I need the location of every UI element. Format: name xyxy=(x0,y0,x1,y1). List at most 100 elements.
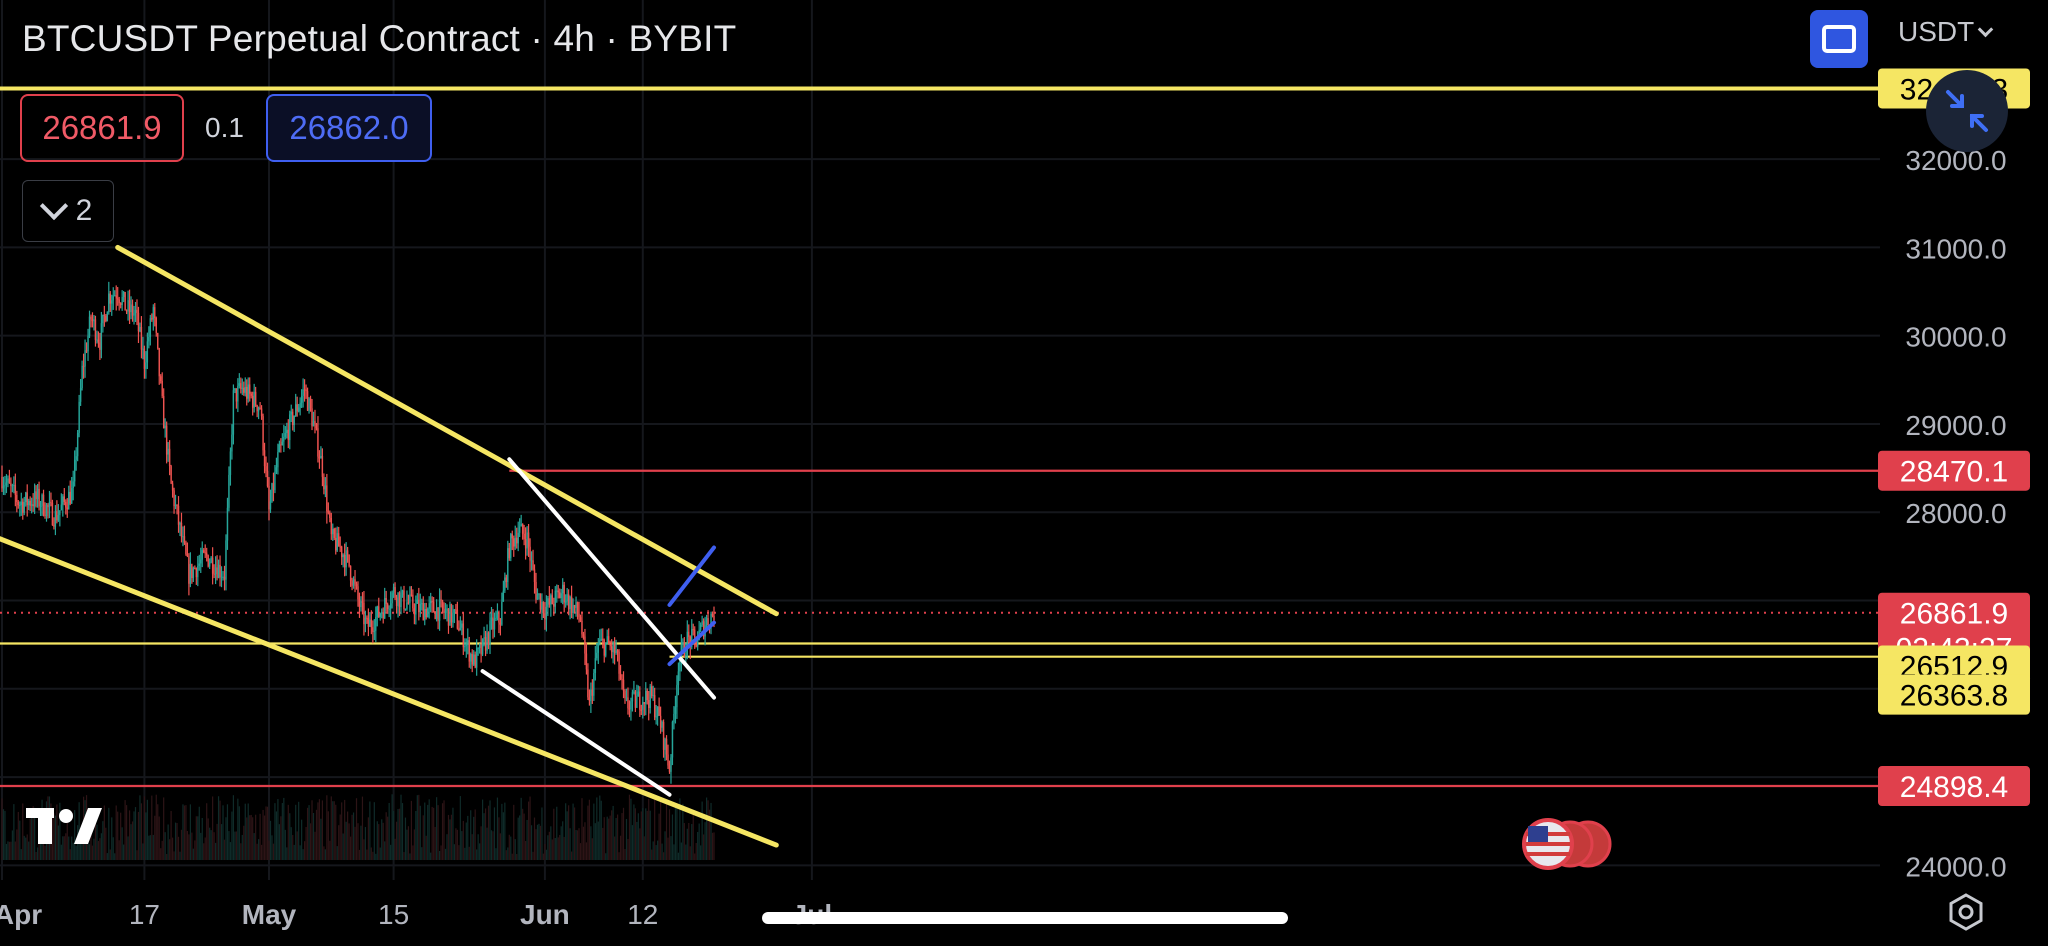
candle-body xyxy=(314,421,316,424)
candle-body xyxy=(11,485,14,487)
volume-bar xyxy=(311,800,313,860)
candle-body xyxy=(333,529,335,538)
candle-body xyxy=(446,608,448,611)
fullscreen-button[interactable] xyxy=(1810,10,1868,68)
buy-price-button[interactable]: 26862.0 xyxy=(266,94,432,162)
volume-bar xyxy=(146,799,148,860)
candle-body xyxy=(418,599,420,613)
candle-body xyxy=(625,697,628,699)
volume-bar xyxy=(370,847,372,860)
volume-bar xyxy=(247,803,249,860)
volume-bar xyxy=(252,817,254,860)
time-tick-label: 15 xyxy=(378,899,409,930)
exit-fullscreen-button[interactable] xyxy=(1926,70,2008,152)
candle-body xyxy=(391,592,393,604)
candle-body xyxy=(542,601,545,614)
candle-body xyxy=(429,601,432,604)
price-axis[interactable]: 24000.028000.029000.030000.031000.032000… xyxy=(1878,68,2030,882)
volume-bar xyxy=(348,823,350,860)
volume-bar xyxy=(646,810,648,860)
price-label-text: 28470.1 xyxy=(1900,456,2008,489)
candle-body xyxy=(152,307,154,320)
volume-bar xyxy=(504,802,506,860)
candle-body xyxy=(28,500,30,506)
volume-bar xyxy=(711,832,714,860)
volume-bar xyxy=(108,807,110,860)
candle-body xyxy=(379,613,381,617)
candle-body xyxy=(207,555,209,567)
volume-bar xyxy=(177,836,180,860)
candle-body xyxy=(162,396,165,429)
volume-bar xyxy=(700,845,702,860)
volume-bar xyxy=(246,817,248,860)
time-tick-label: Apr xyxy=(0,899,42,930)
candle-body xyxy=(421,603,423,605)
volume-bar xyxy=(403,852,405,860)
candle-body xyxy=(474,654,476,668)
trendline xyxy=(507,457,716,700)
price-label-text: 26363.8 xyxy=(1900,680,2008,713)
volume-bar xyxy=(437,805,439,860)
time-tick-label: Jun xyxy=(520,899,570,930)
volume-bar xyxy=(139,795,141,860)
trendlines[interactable] xyxy=(0,244,779,848)
horizontal-levels[interactable] xyxy=(0,86,1880,788)
volume-bar xyxy=(520,797,522,860)
volume-bar xyxy=(477,834,479,860)
volume-bar xyxy=(453,844,456,860)
volume-bar xyxy=(69,849,71,860)
volume-bar xyxy=(128,810,131,860)
volume-bar xyxy=(53,813,55,860)
candle-body xyxy=(496,612,499,618)
candle-body xyxy=(342,554,344,558)
volume-bar xyxy=(97,841,100,860)
volume-bar xyxy=(63,836,65,860)
volume-bar xyxy=(594,823,596,860)
time-axis[interactable]: Apr17May15Jun12Jul xyxy=(0,899,832,930)
volume-bar xyxy=(286,847,288,860)
candle-body xyxy=(232,390,235,435)
candle-body xyxy=(210,557,212,563)
candle-body xyxy=(516,537,518,544)
candle-body xyxy=(154,307,156,318)
volume-bar xyxy=(11,830,13,860)
candle-body xyxy=(177,505,180,525)
volume-bar xyxy=(339,814,341,860)
candle-body xyxy=(179,522,181,525)
candle-body xyxy=(56,511,58,521)
volume-bar xyxy=(372,851,374,860)
volume-bar xyxy=(682,803,684,860)
candle-body xyxy=(155,317,157,333)
volume-bar xyxy=(643,836,645,860)
volume-bar xyxy=(103,805,105,860)
volume-bar xyxy=(384,841,386,860)
candle-body xyxy=(676,685,678,708)
indicators-toggle-button[interactable]: 2 xyxy=(22,180,114,242)
candle-body xyxy=(283,436,285,442)
candle-body xyxy=(564,601,567,603)
candle-body xyxy=(372,627,374,632)
volume-bar xyxy=(404,817,407,860)
candle-body xyxy=(710,613,712,627)
us-flag-icon[interactable] xyxy=(1522,818,1612,870)
candle-body xyxy=(389,603,392,609)
volume-bar xyxy=(344,799,346,860)
settings-icon[interactable] xyxy=(1946,892,1986,932)
currency-selector[interactable]: USDT xyxy=(1898,16,1994,48)
candle-body xyxy=(615,650,617,654)
volume-bar xyxy=(639,828,641,860)
volume-bar xyxy=(136,850,138,860)
sell-price-button[interactable]: 26861.9 xyxy=(20,94,184,162)
volume-bar xyxy=(441,803,444,860)
candle-body xyxy=(219,564,221,578)
volume-bar xyxy=(436,797,438,860)
time-tick-label: 12 xyxy=(627,899,658,930)
candle-body xyxy=(5,482,8,486)
candle-body xyxy=(180,522,183,538)
volume-bar xyxy=(695,842,697,860)
volume-bar xyxy=(161,840,163,860)
economic-events-markers[interactable] xyxy=(1518,818,1612,870)
candle-body xyxy=(66,507,68,510)
volume-bar xyxy=(692,811,694,860)
